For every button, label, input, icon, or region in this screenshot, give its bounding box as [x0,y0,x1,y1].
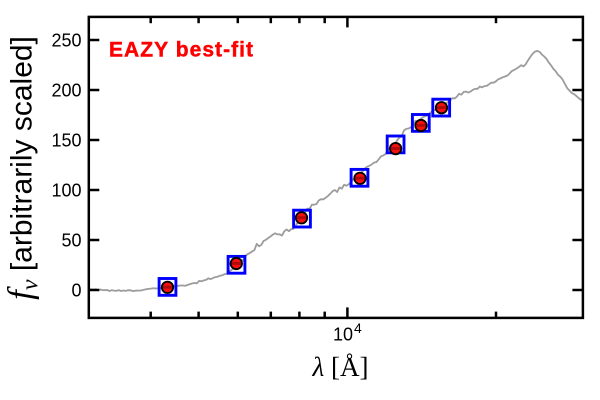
svg-text:250: 250 [51,30,81,50]
svg-text:100: 100 [51,180,81,200]
svg-text:EAZY best-fit: EAZY best-fit [109,39,254,62]
svg-text:fν [arbitrarily scaled]: fν [arbitrarily scaled] [1,36,44,300]
svg-text:200: 200 [51,80,81,100]
svg-text:104: 104 [333,320,362,345]
svg-text:50: 50 [61,230,81,250]
svg-text:0: 0 [71,280,81,300]
svg-text:150: 150 [51,130,81,150]
svg-text:λ [Å]: λ [Å] [312,352,369,382]
